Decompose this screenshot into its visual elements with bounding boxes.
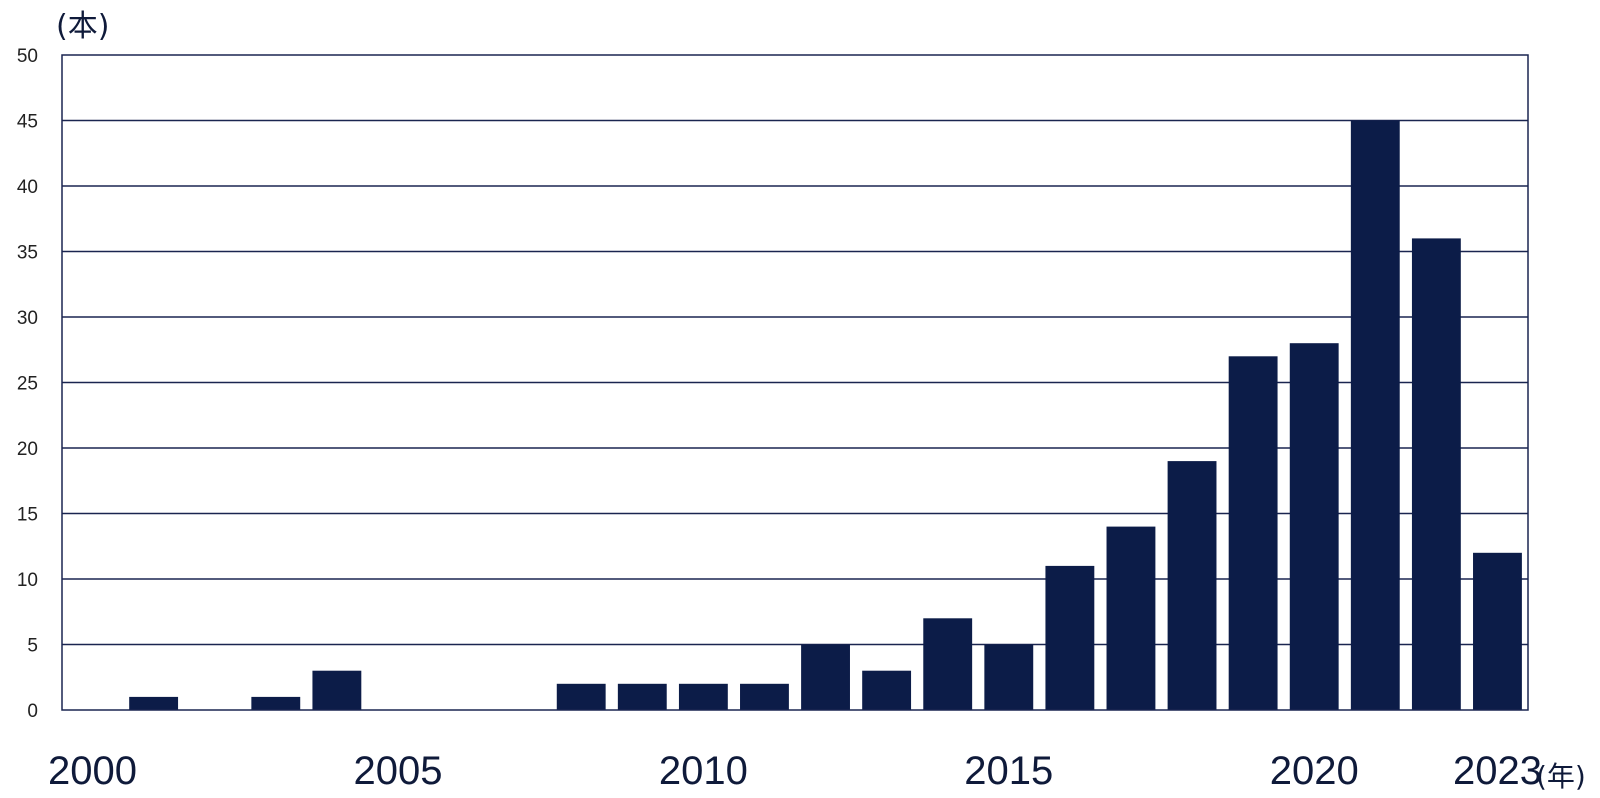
- y-tick-label: 10: [17, 570, 38, 591]
- bar-2016: [1045, 565, 1095, 710]
- y-axis-unit-label: (本): [56, 9, 109, 44]
- bar-2021: [1350, 120, 1400, 710]
- x-tick-label: 2015: [964, 749, 1053, 793]
- bar-2012: [801, 644, 850, 710]
- bar-2001: [129, 696, 179, 710]
- grid-lines: [62, 119, 1528, 646]
- bar-2015: [984, 644, 1034, 710]
- bar-2019: [1228, 356, 1278, 710]
- y-tick-label: 20: [17, 439, 38, 460]
- bar-2020: [1289, 343, 1339, 710]
- bar-2013: [862, 670, 912, 710]
- bar-2014: [923, 618, 973, 710]
- bar-2003: [251, 696, 301, 710]
- bar-2022: [1411, 238, 1461, 710]
- x-tick-label: 2000: [48, 749, 137, 793]
- bar-2010: [678, 683, 728, 710]
- y-tick-label: 40: [17, 177, 38, 198]
- bar-2004: [312, 670, 362, 710]
- bar-2008: [556, 683, 606, 710]
- x-axis-ticks: 2000 2005 2010 2015 2020 2023: [48, 749, 1542, 793]
- bar-2009: [617, 683, 667, 710]
- x-tick-label: 2010: [659, 749, 748, 793]
- x-axis-unit-label: (年): [1536, 760, 1586, 793]
- y-axis-ticks: 0 5 10 15 20 25 30 35 40 45 50: [17, 46, 38, 722]
- bar-2023: [1473, 552, 1522, 710]
- y-tick-label: 25: [17, 374, 38, 395]
- y-tick-label: 5: [27, 636, 38, 657]
- plot-frame: [61, 54, 1529, 711]
- bars: [129, 120, 1522, 710]
- bar-2011: [740, 683, 789, 710]
- x-tick-label: 2023: [1453, 749, 1542, 793]
- y-tick-label: 30: [17, 308, 38, 329]
- y-tick-label: 45: [17, 112, 38, 133]
- y-tick-label: 15: [17, 505, 38, 526]
- y-tick-label: 35: [17, 243, 38, 264]
- bar-2018: [1167, 461, 1217, 710]
- y-tick-label: 0: [27, 701, 38, 722]
- x-tick-label: 2005: [353, 749, 442, 793]
- x-tick-label: 2020: [1270, 749, 1359, 793]
- y-tick-label: 50: [17, 46, 38, 67]
- bar-2017: [1106, 526, 1156, 710]
